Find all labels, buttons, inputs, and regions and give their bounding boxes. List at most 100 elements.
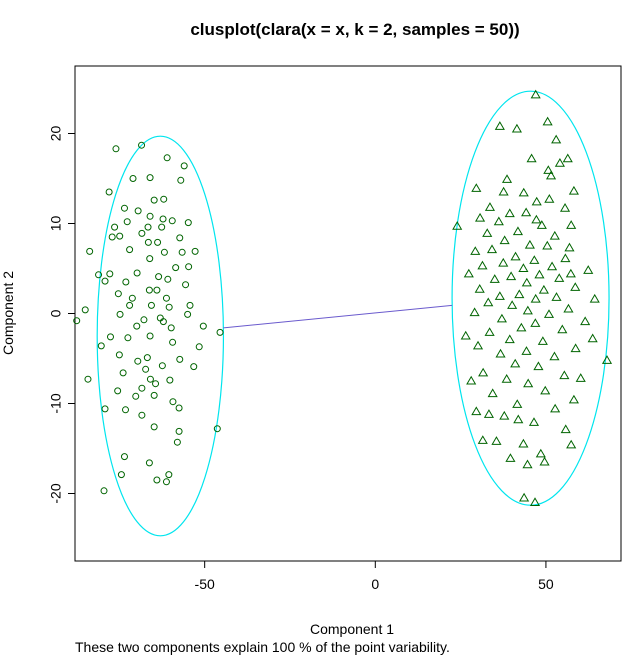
- cluster-2-point: [489, 274, 500, 283]
- cluster-2-point: [499, 410, 510, 420]
- cluster-2-point: [484, 327, 495, 336]
- cluster-1-point: [115, 351, 123, 359]
- cluster-1-point: [150, 423, 158, 431]
- x-tick-label: 50: [538, 576, 554, 592]
- cluster-1-point: [73, 317, 81, 325]
- cluster-2-point: [542, 116, 553, 126]
- cluster-2-point: [506, 271, 517, 281]
- cluster-2-point: [483, 409, 495, 418]
- cluster-1-point: [84, 375, 92, 383]
- cluster-2-point: [522, 459, 533, 469]
- cluster-1-point: [160, 195, 168, 203]
- cluster-1-point: [175, 404, 183, 412]
- cluster-2-point: [498, 186, 509, 196]
- cluster-1-point: [146, 212, 154, 220]
- cluster-2-point: [568, 185, 579, 195]
- cluster-2-point: [452, 221, 463, 230]
- cluster-2-point: [529, 497, 541, 507]
- cluster-2-point: [495, 348, 506, 358]
- cluster-2-point: [536, 220, 547, 229]
- cluster-2-point: [549, 351, 560, 361]
- cluster-2-point: [560, 253, 571, 263]
- cluster-1-point: [159, 318, 167, 326]
- cluster-2-point: [494, 291, 505, 300]
- cluster-1-point: [123, 218, 131, 226]
- cluster-1-point: [186, 301, 194, 309]
- cluster-1-point: [145, 459, 153, 467]
- y-axis-label: Component 2: [0, 271, 16, 355]
- cluster-1-point: [184, 310, 192, 318]
- cluster-2-point: [534, 269, 545, 279]
- cluster-1-point: [159, 215, 167, 223]
- chart-title: clusplot(clara(x = x, k = 2, samples = 5…: [190, 20, 519, 39]
- cluster-2-point: [545, 170, 557, 180]
- cluster-1-point: [126, 246, 134, 254]
- cluster-1-point: [185, 263, 193, 271]
- cluster-1-point: [144, 223, 152, 231]
- cluster-2-point: [544, 194, 555, 203]
- y-axis: -20 -10 0 10 20: [48, 126, 76, 504]
- cluster-1-point: [95, 271, 103, 279]
- cluster-1-point: [158, 223, 166, 231]
- cluster-1-point: [106, 333, 114, 341]
- cluster-2-point: [471, 406, 482, 416]
- y-tick-label: -20: [48, 483, 64, 503]
- cluster-1-point: [176, 234, 184, 242]
- cluster-2-point: [530, 318, 541, 327]
- cluster-1-point: [117, 471, 125, 479]
- cluster-1-point: [154, 238, 162, 246]
- cluster-2-point: [543, 165, 554, 174]
- cluster-2-point: [566, 439, 577, 449]
- cluster-2-point: [487, 388, 498, 398]
- cluster-1-point: [120, 453, 128, 461]
- cluster-1-point: [143, 354, 151, 362]
- cluster-1-point: [142, 365, 150, 373]
- cluster-1-point: [144, 238, 152, 246]
- cluster-1-point: [166, 376, 174, 384]
- cluster-1-point: [153, 286, 161, 294]
- cluster-2-point: [504, 334, 515, 344]
- cluster-2-point: [477, 435, 488, 444]
- cluster-1-point: [128, 294, 136, 302]
- cluster-2-point: [498, 257, 509, 267]
- cluster-2-point: [530, 293, 541, 303]
- cluster-2-point: [529, 255, 540, 264]
- cluster-1-point: [160, 248, 168, 256]
- cluster-2-point: [580, 316, 591, 326]
- cluster-2-point: [482, 228, 493, 237]
- cluster-2-point: [505, 453, 516, 462]
- cluster-1-point: [124, 334, 132, 342]
- cluster-1-point: [199, 322, 207, 330]
- cluster-2-point: [471, 183, 482, 192]
- cluster-1-point: [120, 204, 128, 212]
- cluster-1-point: [114, 290, 122, 298]
- cluster-1-point: [114, 387, 122, 395]
- cluster-1-point: [126, 301, 134, 309]
- cluster-1-point: [116, 310, 124, 318]
- cluster-2-point: [521, 277, 532, 287]
- cluster-2-point: [563, 303, 574, 313]
- cluster-2-point: [531, 196, 542, 206]
- cluster-2-point: [546, 261, 558, 271]
- cluster-2-point: [531, 214, 542, 224]
- cluster-2-point: [501, 174, 513, 183]
- cluster-connector-line: [223, 304, 453, 329]
- cluster-1-point: [195, 343, 203, 351]
- cluster-2-point: [470, 246, 481, 255]
- cluster-1-point: [182, 281, 190, 289]
- cluster-2-point: [549, 230, 560, 240]
- cluster-2-point: [484, 202, 496, 211]
- cluster-2-point: [493, 216, 504, 226]
- cluster-2-point: [589, 293, 600, 303]
- cluster-2-point: [583, 265, 594, 274]
- cluster-1-point: [105, 188, 113, 196]
- cluster-1-point: [129, 175, 137, 182]
- cluster-2-point: [478, 367, 489, 377]
- cluster-1-point: [168, 217, 176, 225]
- cluster-2-point: [460, 330, 471, 340]
- cluster-2-point: [564, 242, 575, 252]
- cluster-1-point: [169, 398, 177, 406]
- cluster-ellipse-1: [96, 135, 225, 537]
